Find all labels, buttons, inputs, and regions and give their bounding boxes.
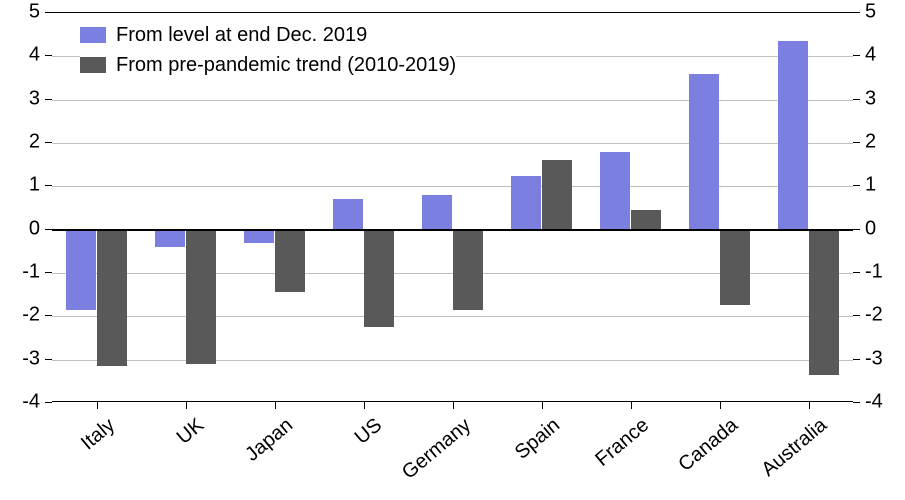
- y-axis-label-left: -2: [0, 304, 40, 327]
- zero-line: [52, 229, 853, 231]
- x-tick: [364, 402, 365, 409]
- y-axis-label-left: 3: [0, 87, 40, 110]
- bar-spain-series1: [542, 160, 572, 229]
- y-tick-left: [45, 359, 52, 360]
- y-axis-label-left: 0: [0, 217, 40, 240]
- y-axis-label-right: 2: [865, 131, 876, 154]
- y-tick-right: [853, 359, 860, 360]
- y-tick-left: [45, 55, 52, 56]
- y-tick-right: [853, 55, 860, 56]
- x-axis-label: Spain: [473, 414, 564, 496]
- bar-germany-series0: [422, 195, 452, 230]
- bar-uk-series0: [155, 230, 185, 247]
- gridline: [52, 360, 853, 361]
- x-tick: [275, 402, 276, 409]
- y-tick-left: [45, 272, 52, 273]
- gridline: [52, 143, 853, 144]
- y-axis-label-left: -4: [0, 391, 40, 414]
- bar-germany-series1: [453, 230, 483, 310]
- x-tick: [186, 402, 187, 409]
- y-axis-label-left: 4: [0, 44, 40, 67]
- y-axis-label-left: 1: [0, 174, 40, 197]
- y-tick-right: [853, 185, 860, 186]
- y-axis-label-right: -1: [865, 261, 883, 284]
- bar-australia-series0: [778, 41, 808, 230]
- y-tick-right: [853, 142, 860, 143]
- y-axis-label-left: -3: [0, 347, 40, 370]
- y-axis-label-left: 2: [0, 131, 40, 154]
- x-axis-label: Japan: [206, 414, 297, 496]
- x-tick: [453, 402, 454, 409]
- bar-uk-series1: [186, 230, 216, 364]
- legend-swatch: [80, 27, 106, 43]
- x-tick: [97, 402, 98, 409]
- y-axis-label-left: -1: [0, 261, 40, 284]
- y-tick-right: [853, 229, 860, 230]
- x-axis-label: UK: [117, 414, 208, 496]
- legend-item: From level at end Dec. 2019: [80, 20, 456, 50]
- x-tick: [809, 402, 810, 409]
- bar-canada-series1: [720, 230, 750, 306]
- legend-label: From pre-pandemic trend (2010-2019): [116, 54, 456, 77]
- y-axis-label-right: 1: [865, 174, 876, 197]
- y-axis-label-right: 3: [865, 87, 876, 110]
- y-tick-left: [45, 185, 52, 186]
- bar-france-series0: [600, 152, 630, 230]
- x-axis-label: Italy: [28, 414, 119, 496]
- bar-france-series1: [631, 210, 661, 230]
- gridline: [52, 316, 853, 317]
- y-axis-label-left: 5: [0, 1, 40, 24]
- y-tick-right: [853, 99, 860, 100]
- y-axis-label-right: 5: [865, 1, 876, 24]
- y-axis-label-right: 0: [865, 217, 876, 240]
- y-tick-left: [45, 402, 52, 403]
- x-tick: [631, 402, 632, 409]
- legend-label: From level at end Dec. 2019: [116, 24, 367, 47]
- y-tick-right: [853, 272, 860, 273]
- y-axis-label-right: -2: [865, 304, 883, 327]
- y-axis-label-right: -4: [865, 391, 883, 414]
- gridline: [52, 186, 853, 187]
- bar-canada-series0: [689, 74, 719, 230]
- y-tick-right: [853, 12, 860, 13]
- y-tick-left: [45, 12, 52, 13]
- legend: From level at end Dec. 2019 From pre-pand…: [80, 20, 456, 80]
- y-tick-left: [45, 142, 52, 143]
- bar-us-series0: [333, 199, 363, 229]
- y-tick-right: [853, 315, 860, 316]
- bar-japan-series1: [275, 230, 305, 293]
- y-tick-left: [45, 229, 52, 230]
- bar-us-series1: [364, 230, 394, 328]
- employment-gap-chart: -4 -4 -3 -3 -2 -2 -1 -1 0 0 1 1 2 2 3 3 4 4 5 5 ItalyUKJapan…: [0, 0, 905, 500]
- legend-item: From pre-pandemic trend (2010-2019): [80, 50, 456, 80]
- x-axis-label: Canada: [651, 414, 742, 496]
- bar-italy-series1: [97, 230, 127, 367]
- x-tick: [542, 402, 543, 409]
- y-tick-left: [45, 315, 52, 316]
- bar-italy-series0: [66, 230, 96, 310]
- bar-spain-series0: [511, 176, 541, 230]
- y-tick-left: [45, 99, 52, 100]
- x-axis-label: France: [562, 414, 653, 496]
- legend-swatch: [80, 57, 106, 73]
- gridline: [52, 100, 853, 101]
- bar-australia-series1: [809, 230, 839, 375]
- y-tick-right: [853, 402, 860, 403]
- x-axis-label: Germany: [384, 414, 475, 496]
- x-axis-label: Australia: [740, 414, 831, 496]
- y-axis-label-right: -3: [865, 347, 883, 370]
- x-axis-label: US: [295, 414, 386, 496]
- bar-japan-series0: [244, 230, 274, 243]
- y-axis-label-right: 4: [865, 44, 876, 67]
- x-tick: [720, 402, 721, 409]
